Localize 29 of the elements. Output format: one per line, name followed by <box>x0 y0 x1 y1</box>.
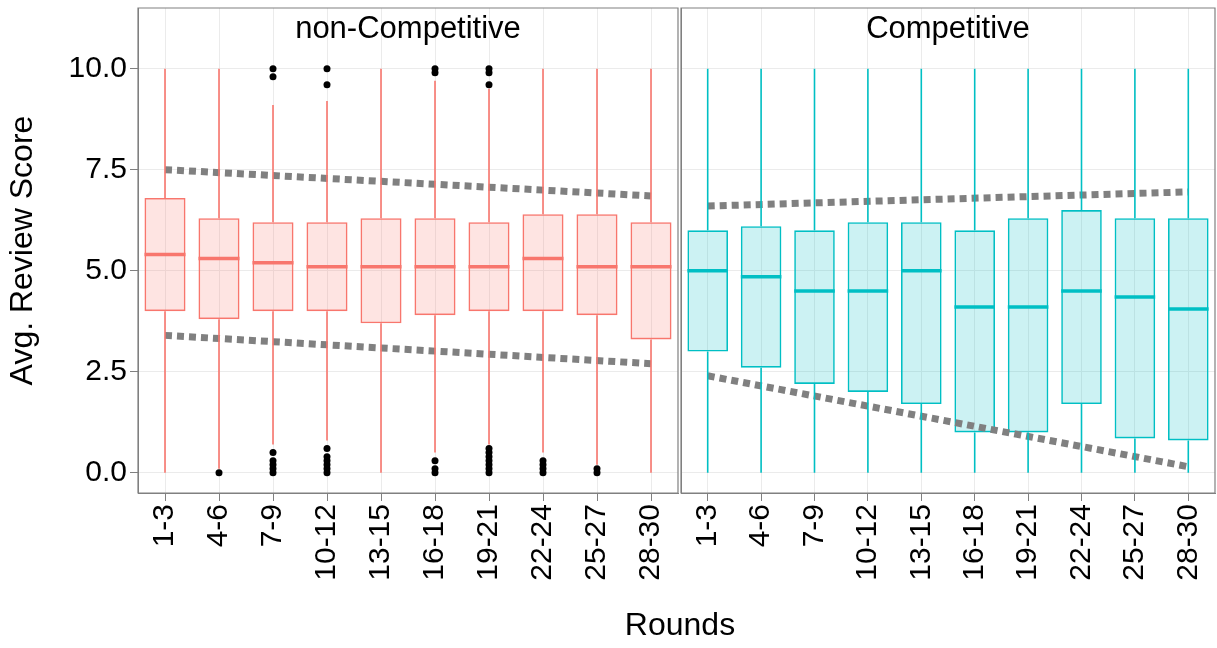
y-tick-label: 10.0 <box>68 49 127 83</box>
x-tick-label: 19-21 <box>1009 504 1043 581</box>
x-tick-label: 25-27 <box>578 504 612 581</box>
x-tick-label: 25-27 <box>1116 504 1150 581</box>
y-tick-label: 5.0 <box>85 251 127 285</box>
y-axis-title: Avg. Review Score <box>3 115 40 386</box>
y-tick-label: 2.5 <box>85 353 127 387</box>
x-tick-label: 7-9 <box>254 504 288 548</box>
x-tick-label: 13-15 <box>902 504 936 581</box>
chart-title: Competitive <box>866 10 1030 46</box>
x-tick-label: 10-12 <box>308 504 342 581</box>
x-axis-title: Rounds <box>623 606 737 643</box>
x-tick-label: 1-3 <box>146 504 180 548</box>
x-tick-label: 4-6 <box>200 504 234 548</box>
x-tick-label: 7-9 <box>795 504 829 548</box>
x-tick-label: 22-24 <box>1062 504 1096 581</box>
x-tick-label: 13-15 <box>362 504 396 581</box>
y-tick-label: 7.5 <box>85 150 127 184</box>
x-tick-label: 28-30 <box>632 504 666 581</box>
y-tick-label: 0.0 <box>85 454 127 488</box>
x-tick-label: 19-21 <box>470 504 504 581</box>
x-tick-label: 16-18 <box>416 504 450 581</box>
x-tick-label: 10-12 <box>849 504 883 581</box>
x-tick-label: 1-3 <box>688 504 722 548</box>
x-tick-label: 4-6 <box>742 504 776 548</box>
x-tick-label: 22-24 <box>524 504 558 581</box>
x-tick-label: 28-30 <box>1169 504 1203 581</box>
chart-title: non-Competitive <box>295 10 521 46</box>
x-tick-label: 16-18 <box>955 504 989 581</box>
